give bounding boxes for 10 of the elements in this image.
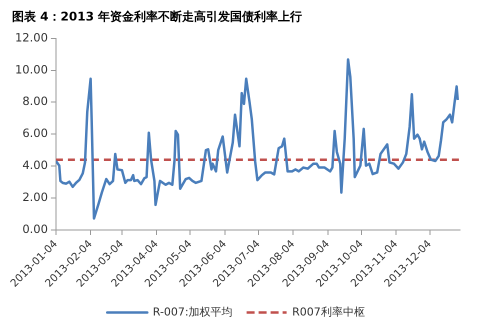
y-tick-label: 10.00 xyxy=(14,62,48,76)
y-tick-label: 2.00 xyxy=(22,190,48,204)
chart-title: 图表 4：2013 年资金利率不断走高引发国债利率上行 xyxy=(12,9,302,24)
y-tick-label: 4.00 xyxy=(22,158,48,172)
legend-label: R007利率中枢 xyxy=(292,305,365,318)
legend-label: R-007:加权平均 xyxy=(152,305,233,318)
y-tick-label: 12.00 xyxy=(14,30,48,44)
y-tick-label: 8.00 xyxy=(22,94,48,108)
y-tick-label: 0.00 xyxy=(22,222,48,236)
y-tick-label: 6.00 xyxy=(22,126,48,140)
